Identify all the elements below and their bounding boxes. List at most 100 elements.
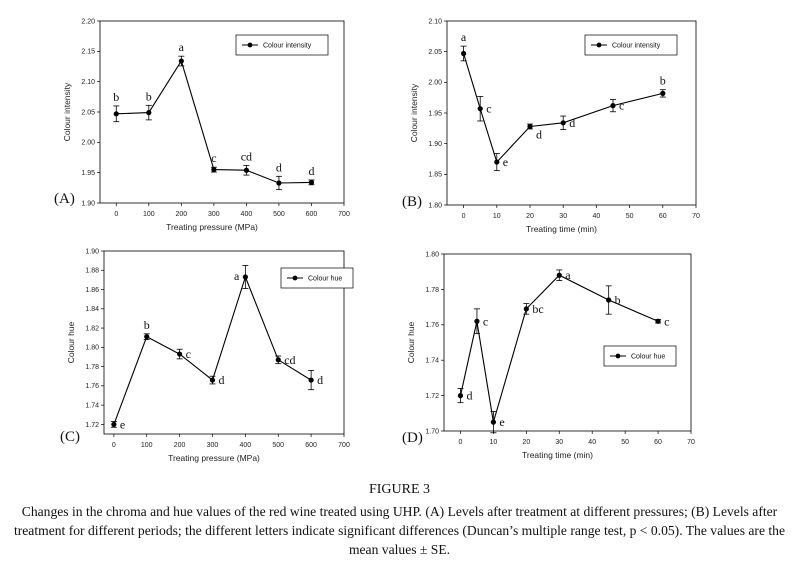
y-tick-label: 1.95 bbox=[81, 170, 95, 177]
data-point bbox=[606, 297, 612, 303]
data-point bbox=[276, 180, 282, 186]
x-tick-label: 200 bbox=[175, 211, 187, 218]
significance-letter: e bbox=[503, 155, 508, 169]
x-tick-label: 400 bbox=[241, 211, 253, 218]
x-tick-label: 600 bbox=[305, 442, 317, 449]
significance-letter: b bbox=[144, 318, 150, 332]
chart-panel-D: 0 10 20 30 40 50 60 70 1.70 1.72 1.74 1.76 1.78 1.80 T… bbox=[402, 251, 695, 460]
significance-letter: a bbox=[179, 40, 185, 54]
data-point bbox=[494, 159, 500, 165]
significance-letter: c bbox=[211, 151, 216, 165]
y-axis-label: Colour intensity bbox=[409, 83, 419, 142]
significance-letter: a bbox=[461, 30, 467, 44]
y-tick-label: 1.78 bbox=[425, 287, 439, 294]
data-point bbox=[211, 167, 217, 173]
x-tick-label: 10 bbox=[490, 439, 498, 446]
y-tick-label: 2.05 bbox=[428, 49, 442, 56]
significance-letter: b bbox=[146, 89, 152, 103]
y-tick-label: 1.95 bbox=[428, 110, 442, 117]
x-tick-label: 0 bbox=[112, 442, 116, 449]
x-tick-label: 40 bbox=[593, 213, 601, 220]
data-point bbox=[209, 377, 216, 383]
legend-box bbox=[235, 34, 329, 56]
legend-label: Colour hue bbox=[308, 276, 342, 283]
data-point bbox=[477, 106, 483, 112]
chart-panel-C: 0 100 200 300 400 500 600 700 1.72 1.74 1.76 1.78 1.… bbox=[60, 248, 354, 463]
significance-letter: d bbox=[466, 389, 472, 403]
significance-letter: d bbox=[218, 373, 224, 387]
x-tick-label: 60 bbox=[654, 439, 662, 446]
y-tick-label: 1.70 bbox=[425, 428, 439, 435]
significance-letter: bc bbox=[532, 302, 543, 316]
x-tick-label: 20 bbox=[522, 439, 530, 446]
x-tick-label: 60 bbox=[659, 213, 667, 220]
y-tick-label: 2.10 bbox=[428, 18, 442, 25]
significance-letter: b bbox=[660, 74, 666, 88]
y-tick-label: 1.86 bbox=[85, 287, 99, 294]
y-axis-label: Colour intensity bbox=[62, 82, 72, 141]
data-point bbox=[275, 357, 281, 363]
significance-letter: c bbox=[186, 347, 191, 361]
significance-letter: d bbox=[317, 373, 323, 387]
data-point bbox=[461, 50, 467, 57]
significance-letter: a bbox=[565, 268, 571, 282]
legend-label: Colour hue bbox=[631, 354, 665, 361]
data-point bbox=[113, 111, 119, 117]
x-tick-label: 50 bbox=[621, 439, 629, 446]
data-point bbox=[111, 421, 117, 427]
y-tick-label: 1.85 bbox=[428, 172, 442, 179]
plot-frame bbox=[103, 250, 345, 435]
y-tick-label: 1.76 bbox=[85, 383, 99, 390]
series-line bbox=[463, 53, 663, 164]
x-tick-label: 0 bbox=[459, 439, 463, 446]
x-tick-label: 30 bbox=[559, 213, 567, 220]
y-tick-label: 1.76 bbox=[425, 322, 439, 329]
data-point bbox=[527, 123, 533, 130]
data-point bbox=[556, 272, 562, 278]
legend-marker bbox=[292, 275, 298, 281]
y-axis-label: Colour hue bbox=[66, 321, 76, 363]
y-tick-label: 2.05 bbox=[81, 109, 95, 116]
x-tick-label: 0 bbox=[462, 213, 466, 220]
chart-panel-A: 0 100 200 300 400 500 600 700 1.90 1.95 2.00 2.05 2.… bbox=[54, 18, 350, 232]
x-tick-label: 0 bbox=[114, 211, 118, 218]
data-point bbox=[178, 58, 184, 64]
data-point bbox=[243, 167, 249, 173]
data-point bbox=[146, 110, 152, 116]
significance-letter: cd bbox=[241, 149, 252, 163]
x-tick-label: 600 bbox=[306, 211, 318, 218]
x-tick-label: 20 bbox=[526, 213, 534, 220]
x-axis-label: Treating pressure (MPa) bbox=[166, 222, 258, 232]
y-tick-label: 2.00 bbox=[428, 80, 442, 87]
y-tick-label: 1.78 bbox=[85, 364, 99, 371]
significance-letter: d bbox=[569, 116, 575, 130]
y-tick-label: 2.20 bbox=[81, 18, 95, 25]
x-tick-label: 500 bbox=[273, 211, 285, 218]
x-tick-label: 300 bbox=[208, 211, 220, 218]
significance-letter: b bbox=[615, 293, 621, 307]
x-tick-label: 10 bbox=[493, 213, 501, 220]
data-point bbox=[610, 103, 616, 109]
figure-caption: Changes in the chroma and hue values of … bbox=[13, 504, 786, 557]
x-tick-label: 200 bbox=[174, 442, 186, 449]
data-point bbox=[144, 334, 150, 340]
y-tick-label: 1.90 bbox=[81, 200, 95, 207]
legend-label: Colour intensity bbox=[263, 43, 312, 50]
x-axis-label: Treating pressure (MPa) bbox=[168, 453, 260, 463]
x-tick-label: 500 bbox=[272, 442, 284, 449]
legend-box bbox=[280, 267, 354, 289]
data-point bbox=[242, 274, 248, 280]
y-tick-label: 1.74 bbox=[425, 358, 439, 365]
data-point bbox=[660, 90, 666, 96]
figure-canvas: 0 100 200 300 400 500 600 7001.901.952.002.052.… bbox=[54, 18, 700, 463]
y-tick-label: 1.84 bbox=[85, 306, 99, 313]
panel-label: (C) bbox=[60, 429, 80, 445]
x-tick-label: 70 bbox=[687, 439, 695, 446]
data-point bbox=[560, 120, 566, 126]
y-tick-label: 1.72 bbox=[85, 422, 99, 429]
significance-letter: e bbox=[120, 417, 125, 431]
figure-number: FIGURE 3 bbox=[368, 482, 431, 497]
significance-letter: c bbox=[486, 102, 491, 116]
significance-letter: cd bbox=[284, 353, 295, 367]
y-tick-label: 2.15 bbox=[81, 49, 95, 56]
